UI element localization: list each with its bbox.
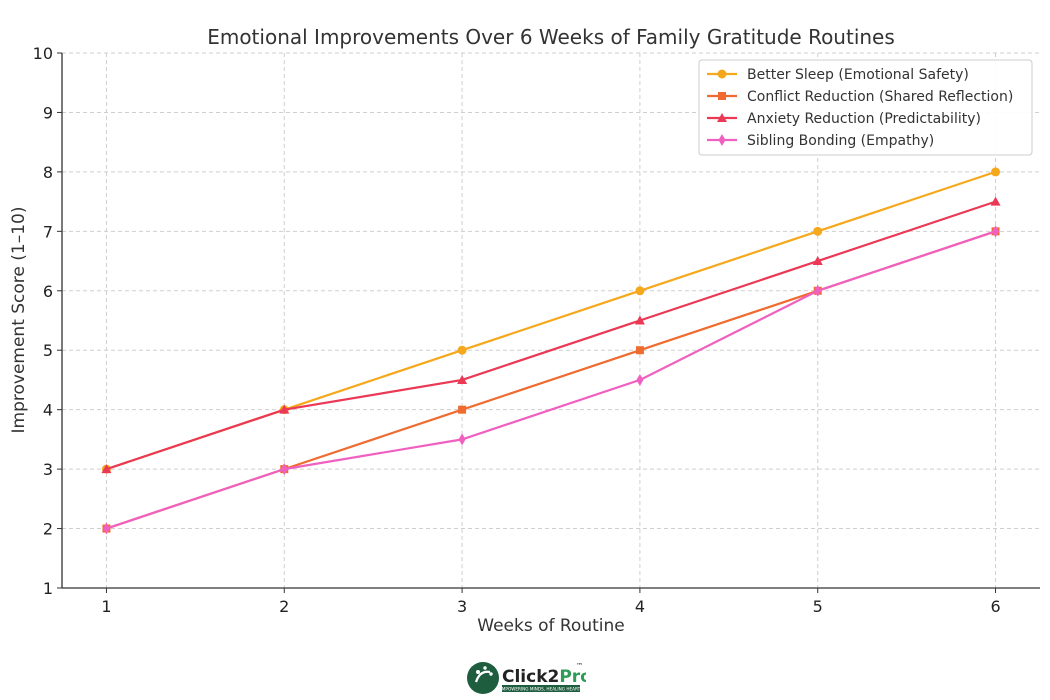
y-tick-label: 3 bbox=[43, 460, 53, 479]
x-tick-label: 4 bbox=[635, 597, 645, 616]
data-point bbox=[812, 256, 823, 266]
y-tick-label: 10 bbox=[33, 44, 53, 63]
brand-logo: Click2Pro ™ EMPOWERING MINDS, HEALING HE… bbox=[467, 662, 586, 694]
data-point bbox=[634, 315, 645, 325]
series-line bbox=[106, 230, 996, 530]
data-point bbox=[990, 196, 1001, 206]
data-point bbox=[457, 374, 468, 384]
data-point bbox=[457, 345, 467, 355]
logo-tagline: EMPOWERING MINDS, HEALING HEARTS bbox=[499, 687, 583, 692]
legend: Better Sleep (Emotional Safety) Conflict … bbox=[698, 59, 1033, 156]
legend-swatch-marker bbox=[718, 134, 726, 146]
x-axis-label: Weeks of Routine bbox=[477, 616, 624, 636]
y-tick-label: 9 bbox=[43, 103, 53, 122]
legend-label: Better Sleep (Emotional Safety) bbox=[747, 67, 969, 83]
data-point bbox=[101, 464, 112, 474]
x-tick-label: 5 bbox=[813, 597, 823, 616]
series-3 bbox=[101, 196, 1001, 474]
y-tick-label: 6 bbox=[43, 282, 53, 301]
data-point bbox=[458, 433, 466, 446]
x-tick-label: 2 bbox=[279, 597, 289, 616]
y-tick-label: 5 bbox=[43, 341, 53, 360]
data-point bbox=[635, 286, 645, 296]
data-point bbox=[814, 284, 822, 297]
logo-trademark: ™ bbox=[576, 662, 583, 670]
logo-brand-right: Pro bbox=[559, 667, 586, 687]
data-point bbox=[102, 522, 110, 535]
legend-swatch-marker bbox=[718, 92, 726, 100]
grid bbox=[62, 52, 1040, 589]
y-ticks: 1 2 3 4 5 6 7 8 9 10 bbox=[33, 44, 62, 598]
series-1 bbox=[101, 167, 1001, 474]
x-tick-label: 6 bbox=[990, 597, 1000, 616]
series-2 bbox=[102, 227, 1000, 533]
series-line bbox=[106, 200, 996, 471]
series-4 bbox=[102, 225, 1000, 535]
logo-emblem-icon bbox=[467, 662, 499, 694]
svg-text:Click2Pro: Click2Pro bbox=[502, 667, 586, 687]
data-point bbox=[458, 405, 467, 414]
y-tick-label: 4 bbox=[43, 401, 53, 420]
legend-swatch-marker bbox=[717, 69, 727, 79]
legend-label: Anxiety Reduction (Predictability) bbox=[747, 111, 981, 127]
data-point bbox=[992, 225, 1000, 238]
y-tick-label: 1 bbox=[43, 579, 53, 598]
y-tick-label: 8 bbox=[43, 163, 53, 182]
legend-swatch-marker bbox=[717, 113, 727, 122]
legend-label: Conflict Reduction (Shared Reflection) bbox=[747, 89, 1013, 105]
x-ticks: 1 2 3 4 5 6 bbox=[101, 588, 1001, 616]
data-point bbox=[991, 167, 1001, 177]
data-point bbox=[279, 404, 290, 414]
chart-title: Emotional Improvements Over 6 Weeks of F… bbox=[207, 25, 895, 49]
data-point bbox=[280, 463, 288, 476]
x-tick-label: 1 bbox=[101, 597, 111, 616]
data-point bbox=[635, 346, 644, 355]
y-tick-label: 7 bbox=[43, 222, 53, 241]
y-axis-label: Improvement Score (1–10) bbox=[9, 207, 29, 434]
data-point bbox=[813, 226, 823, 236]
y-tick-label: 2 bbox=[43, 520, 53, 539]
logo-brand-left: Click2 bbox=[502, 667, 559, 687]
series-layer bbox=[101, 167, 1001, 535]
x-tick-label: 3 bbox=[457, 597, 467, 616]
legend-box bbox=[698, 59, 1033, 156]
legend-label: Sibling Bonding (Empathy) bbox=[747, 133, 934, 149]
data-point bbox=[636, 373, 644, 386]
